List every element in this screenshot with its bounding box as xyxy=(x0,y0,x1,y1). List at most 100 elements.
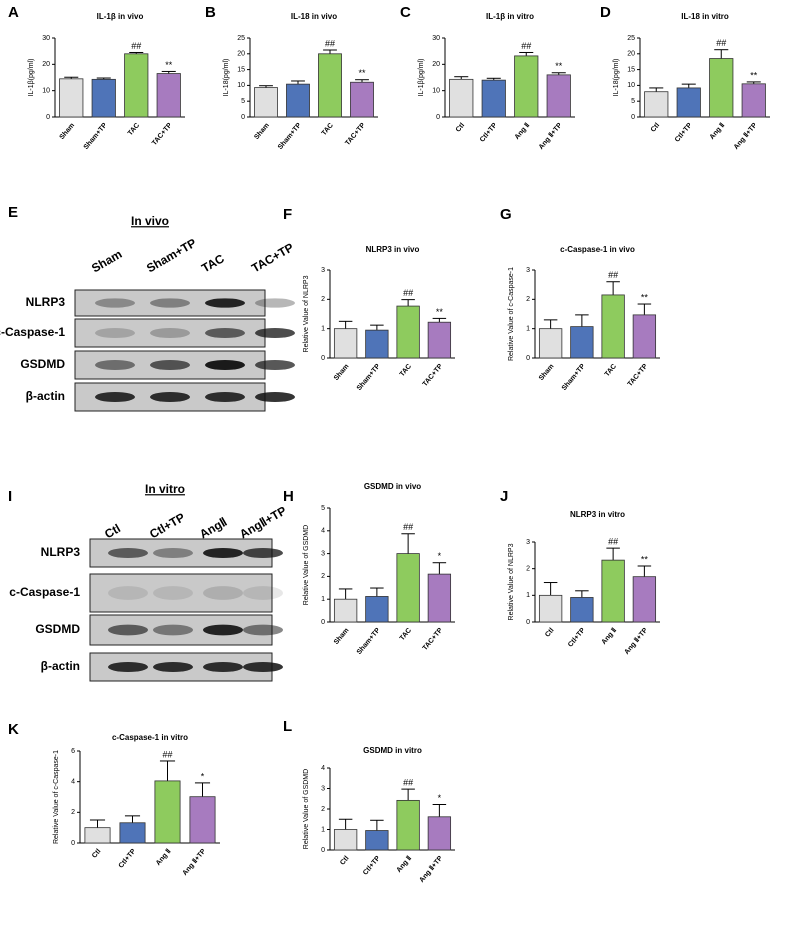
y-tick-label: 1 xyxy=(321,596,325,603)
x-tick-label: Ctl+TP xyxy=(567,627,587,649)
blot-band xyxy=(203,661,243,673)
x-tick-label: Ang Ⅱ+TP xyxy=(537,121,564,151)
row-label: c-Caspase-1 xyxy=(0,325,65,339)
blot-strip xyxy=(89,573,273,613)
blot-band xyxy=(153,547,193,559)
lane-label: Ctl+TP xyxy=(147,510,187,541)
y-tick-label: 3 xyxy=(526,267,530,274)
row-label: GSDMD xyxy=(20,357,65,371)
chart-title: IL-1β in vitro xyxy=(486,12,534,21)
bar xyxy=(427,816,452,851)
y-tick-label: 3 xyxy=(321,550,325,557)
blot-title: In vitro xyxy=(145,482,185,496)
x-tick-label: Sham xyxy=(59,122,77,141)
y-tick-label: 2 xyxy=(321,806,325,813)
bar xyxy=(84,827,111,844)
y-tick-label: 0 xyxy=(436,114,440,121)
bar xyxy=(570,597,594,623)
y-tick-label: 6 xyxy=(71,748,75,755)
y-axis-label: Relative Value of GSDMD xyxy=(303,525,310,605)
panel-letter: G xyxy=(500,206,512,223)
blot-band xyxy=(205,359,245,371)
y-tick-label: 2 xyxy=(526,296,530,303)
bar xyxy=(365,596,389,623)
significance-mark: * xyxy=(438,551,442,561)
significance-mark: * xyxy=(438,793,442,803)
bar xyxy=(333,829,358,851)
bar xyxy=(427,321,452,359)
bar xyxy=(91,78,116,118)
y-tick-label: 0 xyxy=(321,355,325,362)
panel-letter: L xyxy=(283,718,292,735)
panel-letter: H xyxy=(283,488,294,505)
y-axis-label: IL-18(pg/ml) xyxy=(613,59,620,97)
bar xyxy=(156,73,181,118)
bar xyxy=(538,594,563,623)
x-tick-label: Sham+TP xyxy=(277,122,303,151)
x-tick-label: Ctl+TP xyxy=(479,122,499,144)
bar xyxy=(396,799,420,851)
blot-band xyxy=(243,624,283,636)
panel-letter: J xyxy=(500,488,508,505)
blot-band xyxy=(150,327,190,339)
x-tick-label: Ang Ⅱ+TP xyxy=(732,121,759,151)
blot-band xyxy=(108,661,148,673)
chart-title: NLRP3 in vivo xyxy=(366,245,420,254)
bar xyxy=(676,87,701,118)
bar xyxy=(189,796,216,844)
y-tick-label: 15 xyxy=(627,66,635,73)
significance-mark: ** xyxy=(750,70,758,80)
blot-band xyxy=(205,391,245,403)
chart-title: c-Caspase-1 in vivo xyxy=(560,245,635,254)
y-tick-label: 0 xyxy=(71,840,75,847)
significance-mark: ## xyxy=(608,270,618,280)
blot-band xyxy=(150,359,190,371)
y-tick-label: 25 xyxy=(237,35,245,42)
y-tick-label: 3 xyxy=(321,267,325,274)
x-tick-label: Sham+TP xyxy=(356,363,382,392)
significance-mark: ## xyxy=(608,537,618,547)
blot-band xyxy=(203,624,243,636)
blot-band xyxy=(95,298,135,308)
x-tick-label: Ctl xyxy=(650,122,661,134)
bar xyxy=(365,329,389,359)
blot-title: In vivo xyxy=(131,214,169,228)
significance-mark: ** xyxy=(641,554,649,564)
blot-band xyxy=(153,661,193,673)
blot-band xyxy=(203,586,243,600)
lane-label: AngⅡ+TP xyxy=(237,503,289,541)
x-tick-label: Ctl+TP xyxy=(362,855,382,877)
y-tick-label: 1 xyxy=(321,826,325,833)
x-tick-label: Sham+TP xyxy=(83,122,109,151)
significance-mark: ** xyxy=(641,292,649,302)
bar xyxy=(333,598,358,623)
bar xyxy=(546,74,571,118)
bar xyxy=(59,78,84,118)
x-tick-label: TAC+TP xyxy=(627,363,650,388)
bar xyxy=(632,314,657,359)
y-tick-label: 10 xyxy=(237,82,245,89)
y-tick-label: 15 xyxy=(237,66,245,73)
row-label: NLRP3 xyxy=(41,545,81,559)
chart-title: NLRP3 in vitro xyxy=(570,510,625,519)
y-tick-label: 20 xyxy=(627,51,635,58)
blot-band xyxy=(255,298,295,308)
x-tick-label: Sham+TP xyxy=(356,627,382,656)
y-axis-label: IL-1β(pg/ml) xyxy=(418,59,425,97)
y-tick-label: 2 xyxy=(321,573,325,580)
bar xyxy=(396,553,420,623)
y-tick-label: 2 xyxy=(321,296,325,303)
x-tick-label: TAC xyxy=(321,122,335,137)
blot-band xyxy=(243,661,283,673)
y-tick-label: 0 xyxy=(321,619,325,626)
blot-band xyxy=(243,547,283,559)
chart-title: IL-18 in vivo xyxy=(291,12,337,21)
blot-band xyxy=(153,586,193,600)
x-tick-label: Sham xyxy=(253,122,271,141)
y-tick-label: 3 xyxy=(321,785,325,792)
bar xyxy=(514,55,539,118)
panel-letter: B xyxy=(205,4,216,21)
bar xyxy=(481,79,506,118)
y-tick-label: 0 xyxy=(241,114,245,121)
blot-band xyxy=(255,327,295,339)
